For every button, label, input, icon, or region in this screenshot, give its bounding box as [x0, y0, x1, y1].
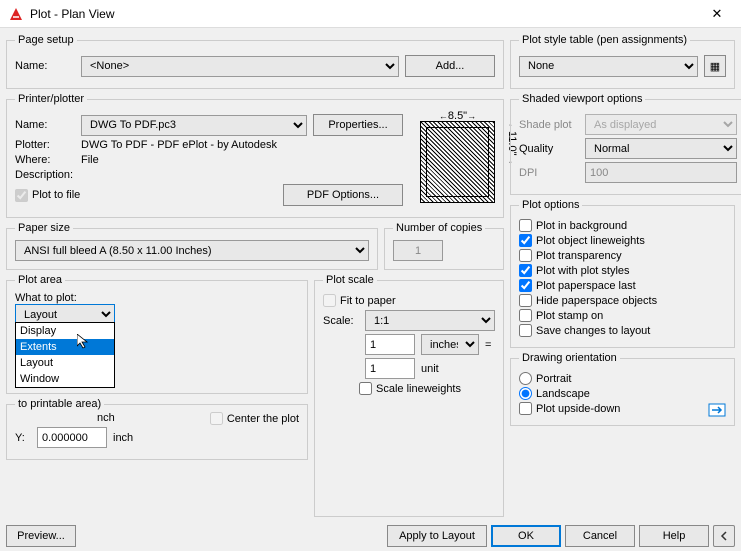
scale-lineweights-checkbox[interactable]: Scale lineweights: [359, 382, 495, 395]
shade-plot-label: Shade plot: [519, 119, 579, 131]
copies-group: Number of copies: [384, 222, 504, 270]
page-setup-legend: Page setup: [15, 34, 77, 46]
orientation-group: Drawing orientation Portrait Landscape P…: [510, 352, 735, 426]
help-button[interactable]: Help: [639, 525, 709, 547]
paper-size-legend: Paper size: [15, 222, 73, 234]
printer-legend: Printer/plotter: [15, 93, 87, 105]
landscape-radio[interactable]: Landscape: [519, 387, 726, 400]
pdf-options-button[interactable]: PDF Options...: [283, 184, 403, 206]
app-icon: [8, 6, 24, 22]
option-display[interactable]: Display: [16, 323, 114, 339]
copies-legend: Number of copies: [393, 222, 485, 234]
plot-area-legend: Plot area: [15, 274, 65, 286]
quality-label: Quality: [519, 143, 579, 155]
desc-label: Description:: [15, 169, 75, 181]
plot-style-group: Plot style table (pen assignments) None …: [510, 34, 735, 89]
shaded-viewport-group: Shaded viewport options Shade plot As dis…: [510, 93, 741, 195]
option-extents[interactable]: Extents: [16, 339, 114, 355]
plot-bg-checkbox[interactable]: Plot in background: [519, 219, 726, 232]
shaded-legend: Shaded viewport options: [519, 93, 645, 105]
offset-legend: to printable area): [15, 398, 104, 410]
plot-stamp-checkbox[interactable]: Plot stamp on: [519, 309, 726, 322]
plot-style-edit-button[interactable]: ▦: [704, 55, 726, 77]
printer-name-label: Name:: [15, 119, 75, 131]
plot-area-group: Plot area What to plot: Layout Display E…: [6, 274, 308, 394]
plot-style-legend: Plot style table (pen assignments): [519, 34, 690, 46]
chevron-left-icon: [718, 530, 730, 542]
scale-num1-input[interactable]: [365, 334, 415, 355]
scale-unit-select[interactable]: inches: [421, 334, 479, 355]
window-title: Plot - Plan View: [30, 7, 701, 21]
plot-options-legend: Plot options: [519, 199, 582, 211]
preview-button[interactable]: Preview...: [6, 525, 76, 547]
paper-preview: ←8.5"→ ←11.0"→: [420, 121, 495, 203]
plot-scale-group: Plot scale Fit to paper Scale: 1:1 inche…: [314, 274, 504, 517]
plotter-value: DWG To PDF - PDF ePlot - by Autodesk: [81, 139, 277, 151]
name-label: Name:: [15, 60, 75, 72]
paper-width-label: ←8.5"→: [421, 110, 494, 122]
plot-offset-group: to printable area) Center the plot nch Y…: [6, 398, 308, 460]
option-window[interactable]: Window: [16, 371, 114, 387]
close-button[interactable]: ✕: [701, 0, 733, 28]
plot-lw-checkbox[interactable]: Plot object lineweights: [519, 234, 726, 247]
plotter-label: Plotter:: [15, 139, 75, 151]
plot-to-file-checkbox: Plot to file: [15, 189, 80, 202]
scale-select[interactable]: 1:1: [365, 310, 495, 331]
printer-group: Printer/plotter Name: DWG To PDF.pc3 Pro…: [6, 93, 504, 218]
what-to-plot-label: What to plot:: [15, 292, 299, 304]
plot-scale-legend: Plot scale: [323, 274, 377, 286]
quality-select[interactable]: Normal: [585, 138, 737, 159]
option-layout[interactable]: Layout: [16, 355, 114, 371]
orientation-icon: [708, 401, 726, 419]
where-value: File: [81, 154, 99, 166]
plot-styles-checkbox[interactable]: Plot with plot styles: [519, 264, 726, 277]
apply-to-layout-button[interactable]: Apply to Layout: [387, 525, 487, 547]
copies-input: [393, 240, 443, 261]
center-plot-checkbox: Center the plot: [210, 412, 299, 425]
cancel-button[interactable]: Cancel: [565, 525, 635, 547]
y-label: Y:: [15, 432, 31, 444]
ok-button[interactable]: OK: [491, 525, 561, 547]
what-to-plot-dropdown[interactable]: Display Extents Layout Window: [15, 322, 115, 388]
plot-options-group: Plot options Plot in background Plot obj…: [510, 199, 735, 348]
fit-to-paper-checkbox: Fit to paper: [323, 294, 495, 307]
plot-trans-checkbox[interactable]: Plot transparency: [519, 249, 726, 262]
page-setup-group: Page setup Name: <None> Add...: [6, 34, 504, 89]
dpi-input: [585, 162, 737, 183]
plot-hide-checkbox[interactable]: Hide paperspace objects: [519, 294, 726, 307]
dpi-label: DPI: [519, 167, 579, 179]
properties-button[interactable]: Properties...: [313, 114, 403, 136]
plot-paperspace-checkbox[interactable]: Plot paperspace last: [519, 279, 726, 292]
page-setup-name-select[interactable]: <None>: [81, 56, 399, 77]
portrait-radio[interactable]: Portrait: [519, 372, 726, 385]
plot-style-select[interactable]: None: [519, 56, 698, 77]
upside-down-checkbox[interactable]: Plot upside-down: [519, 402, 726, 415]
cursor-icon: [77, 334, 93, 350]
plot-save-checkbox[interactable]: Save changes to layout: [519, 324, 726, 337]
orientation-legend: Drawing orientation: [519, 352, 620, 364]
paper-size-group: Paper size ANSI full bleed A (8.50 x 11.…: [6, 222, 378, 270]
add-button[interactable]: Add...: [405, 55, 495, 77]
printer-name-select[interactable]: DWG To PDF.pc3: [81, 115, 307, 136]
where-label: Where:: [15, 154, 75, 166]
scale-label: Scale:: [323, 315, 359, 327]
y-input[interactable]: [37, 427, 107, 448]
collapse-button[interactable]: [713, 525, 735, 547]
shade-plot-select: As displayed: [585, 114, 737, 135]
scale-num2-input[interactable]: [365, 358, 415, 379]
titlebar: Plot - Plan View ✕: [0, 0, 741, 28]
paper-size-select[interactable]: ANSI full bleed A (8.50 x 11.00 Inches): [15, 240, 369, 261]
